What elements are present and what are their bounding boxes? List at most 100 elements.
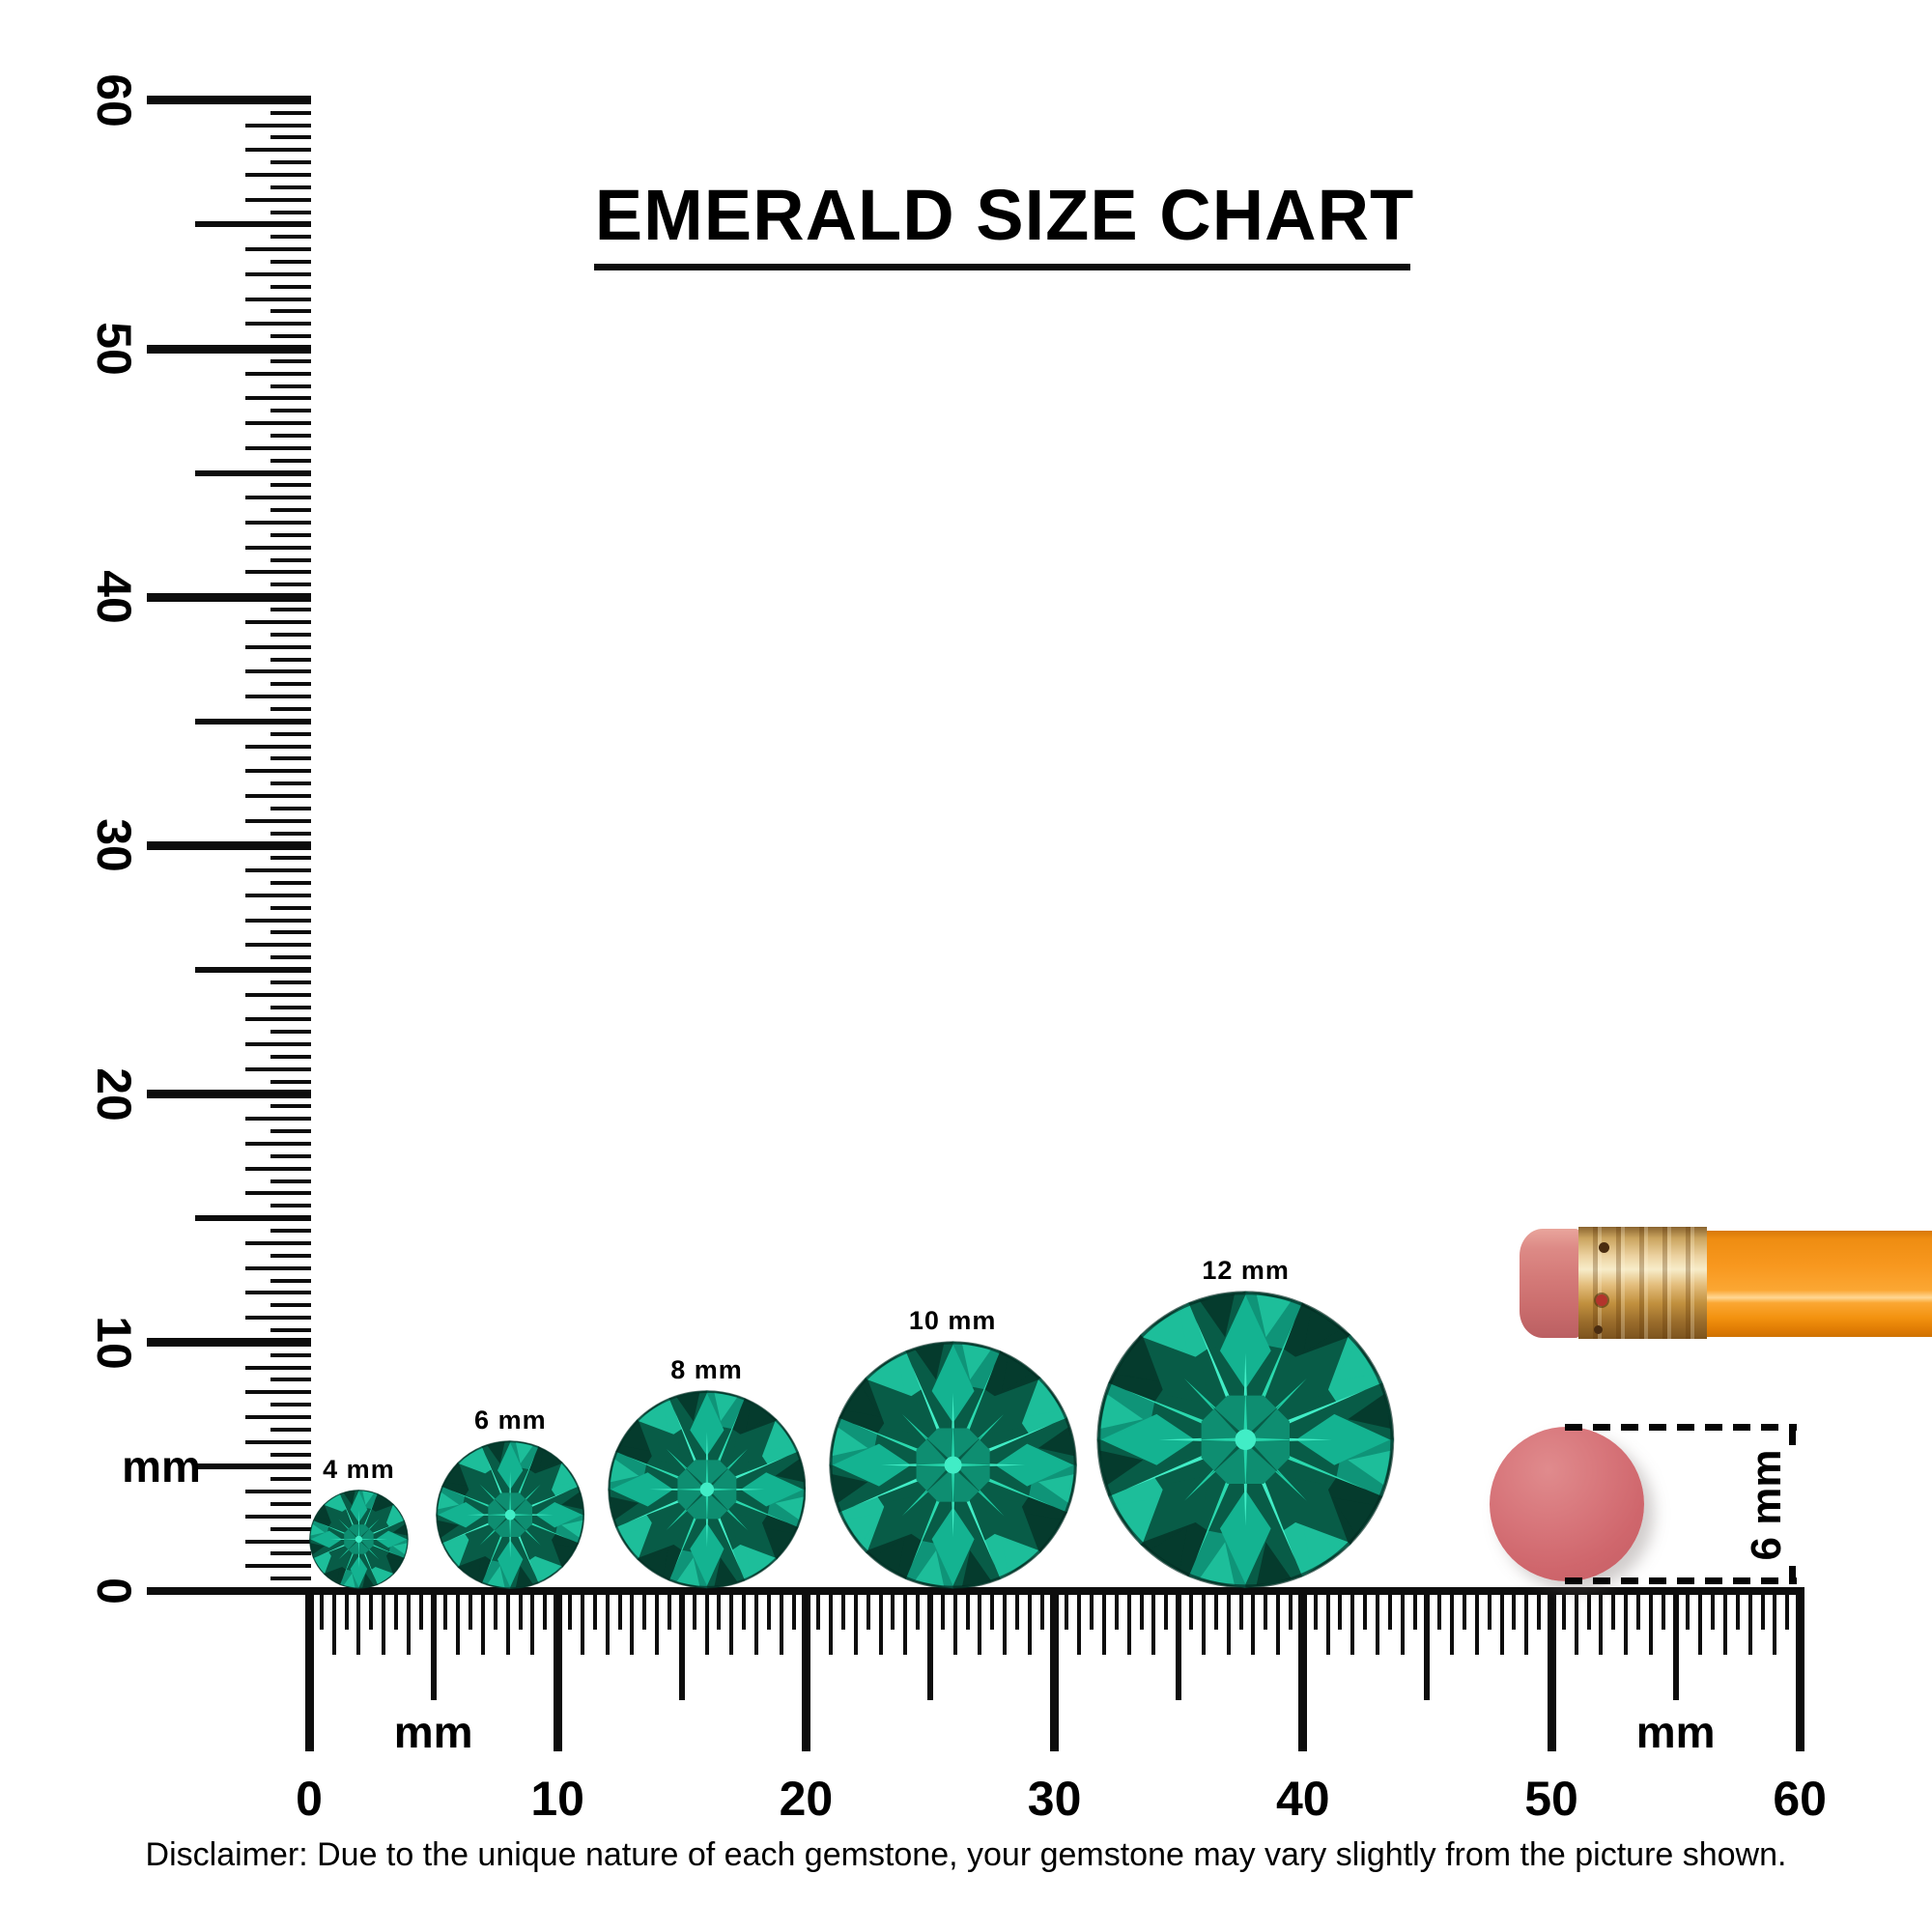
ruler-tick: [1747, 1589, 1752, 1655]
eraser-measure-label: 6 mm: [1743, 1449, 1790, 1561]
ruler-tick: [430, 1589, 437, 1700]
ruler-tick: [642, 1589, 647, 1630]
ruler-tick: [245, 793, 311, 798]
ruler-tick: [840, 1589, 845, 1630]
ruler-tick: [270, 409, 311, 413]
ruler-tick: [245, 868, 311, 873]
ruler-tick: [245, 371, 311, 376]
ruler-tick: [406, 1589, 411, 1655]
measure-dash-bottom: [1565, 1577, 1797, 1584]
ruler-tick: [1126, 1589, 1131, 1655]
ruler-tick: [270, 210, 311, 214]
ruler-tick: [245, 1365, 311, 1370]
ruler-tick: [717, 1589, 722, 1630]
ruler-tick: [481, 1589, 486, 1655]
ruler-tick: [270, 384, 311, 388]
horizontal-ruler-label: 10: [530, 1772, 584, 1826]
ruler-tick: [270, 806, 311, 810]
ruler-tick: [1760, 1589, 1765, 1630]
ruler-tick: [245, 1514, 311, 1519]
ruler-tick: [270, 1253, 311, 1258]
vertical-ruler-label: 60: [87, 72, 141, 128]
ruler-tick: [530, 1589, 535, 1655]
ruler-tick: [1387, 1589, 1392, 1630]
ruler-tick: [245, 271, 311, 276]
ruler-tick: [245, 1265, 311, 1270]
ruler-tick: [270, 1303, 311, 1308]
ruler-tick: [1139, 1589, 1144, 1630]
ruler-tick: [270, 185, 311, 189]
ruler-tick: [270, 608, 311, 612]
ruler-tick: [270, 880, 311, 885]
ruler-tick: [1785, 1589, 1790, 1630]
ruler-tick: [195, 469, 311, 476]
ruler-tick: [1251, 1589, 1256, 1655]
ruler-tick: [1586, 1589, 1591, 1630]
ruler-tick: [270, 110, 311, 115]
ruler-tick: [1264, 1589, 1268, 1630]
horizontal-ruler-label: 20: [779, 1772, 834, 1826]
ruler-tick: [270, 1079, 311, 1084]
ruler-tick: [1512, 1589, 1517, 1630]
ruler-tick: [1711, 1589, 1716, 1630]
gem-size-label: 4 mm: [323, 1455, 395, 1485]
gem-size-label: 6 mm: [474, 1405, 547, 1435]
ruler-tick: [270, 1153, 311, 1158]
ruler-tick: [245, 1564, 311, 1569]
ruler-tick: [270, 135, 311, 140]
ruler-tick: [1400, 1589, 1405, 1655]
ruler-tick: [456, 1589, 461, 1655]
ruler-tick: [791, 1589, 796, 1630]
ruler-tick: [270, 1577, 311, 1581]
ruler-tick: [630, 1589, 635, 1655]
ruler-tick: [270, 706, 311, 711]
ruler-tick: [245, 918, 311, 923]
ruler-tick: [270, 1327, 311, 1332]
vertical-ruler-label: 0: [87, 1577, 141, 1605]
ferrule-rivet-icon: [1594, 1325, 1603, 1334]
ruler-tick: [1574, 1589, 1578, 1655]
ruler-tick: [505, 1589, 510, 1655]
ruler-tick: [568, 1589, 573, 1630]
ruler-tick: [245, 496, 311, 500]
ruler-tick: [245, 1117, 311, 1122]
ruler-tick: [304, 1589, 314, 1751]
ruler-tick: [878, 1589, 883, 1655]
ruler-tick: [270, 955, 311, 960]
ruler-tick: [147, 96, 311, 105]
ruler-tick: [245, 421, 311, 426]
ruler-tick: [270, 1129, 311, 1134]
ruler-tick: [469, 1589, 473, 1630]
ruler-tick: [1735, 1589, 1740, 1630]
ruler-tick: [692, 1589, 696, 1630]
ruler-tick: [245, 521, 311, 526]
ruler-tick: [382, 1589, 386, 1655]
ruler-tick: [270, 582, 311, 587]
ruler-tick: [195, 967, 311, 973]
ruler-tick: [270, 1229, 311, 1234]
ruler-tick: [270, 632, 311, 637]
ruler-tick: [927, 1589, 933, 1700]
ruler-tick: [1375, 1589, 1379, 1655]
ruler-tick: [592, 1589, 597, 1630]
ruler-tick: [978, 1589, 982, 1655]
ruler-tick: [655, 1589, 660, 1655]
ruler-tick: [270, 483, 311, 488]
ruler-tick: [147, 840, 311, 850]
ruler-tick: [1363, 1589, 1368, 1630]
ruler-tick: [319, 1589, 324, 1630]
ruler-tick: [816, 1589, 821, 1630]
ruler-tick: [1599, 1589, 1604, 1655]
ruler-tick: [245, 123, 311, 128]
ruler-tick: [667, 1589, 671, 1630]
ruler-tick: [1499, 1589, 1504, 1655]
ruler-tick: [1636, 1589, 1641, 1630]
ruler-tick: [245, 570, 311, 575]
ruler-tick: [965, 1589, 970, 1630]
ruler-tick: [270, 1055, 311, 1060]
ruler-tick: [270, 309, 311, 314]
vertical-ruler-label: 20: [87, 1066, 141, 1122]
horizontal-ruler-label: 50: [1524, 1772, 1578, 1826]
ruler-tick: [1723, 1589, 1728, 1655]
